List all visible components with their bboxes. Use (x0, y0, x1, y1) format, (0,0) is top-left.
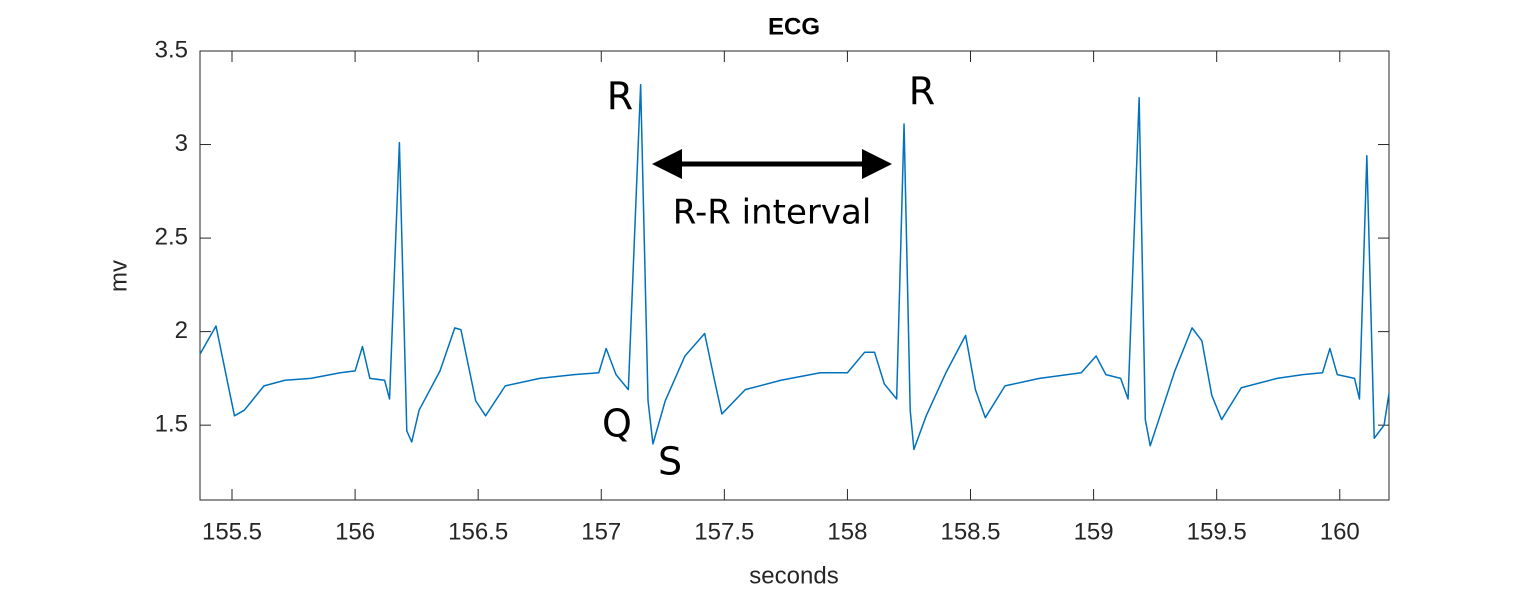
annotation: R (909, 70, 935, 114)
x-tick-label: 157.5 (694, 518, 754, 545)
x-tick-label: 159.5 (1187, 518, 1247, 545)
axes-box (199, 50, 1390, 501)
x-tick-label: 156 (335, 518, 375, 545)
x-tick-label: 158 (827, 518, 867, 545)
x-tick-label: 158.5 (940, 518, 1000, 545)
x-tick-label: 157 (581, 518, 621, 545)
y-tick-label: 1.5 (155, 411, 188, 438)
x-axis-label: seconds (749, 562, 838, 589)
plot-area: 155.5 156 156.5 157 157.5 158 158.5 159 159.5 160… (155, 36, 1390, 545)
x-tick-label: 156.5 (448, 518, 508, 545)
chart-title: ECG (768, 13, 820, 40)
y-axis-label: mv (105, 260, 132, 292)
y-tick-label: 3.5 (155, 36, 188, 63)
y-tick-label: 2.5 (155, 223, 188, 250)
x-tick-label: 159 (1074, 518, 1114, 545)
x-tick-label: 155.5 (202, 518, 262, 545)
y-tick-label: 2 (175, 317, 188, 344)
annotation: Q (602, 402, 632, 446)
x-tick-label: 160 (1320, 518, 1360, 545)
annotation: R-R interval (673, 193, 872, 233)
ecg-line (199, 83, 1390, 451)
annotation: R (607, 75, 633, 119)
y-tick-label: 3 (175, 130, 188, 157)
annotation: S (658, 440, 682, 484)
